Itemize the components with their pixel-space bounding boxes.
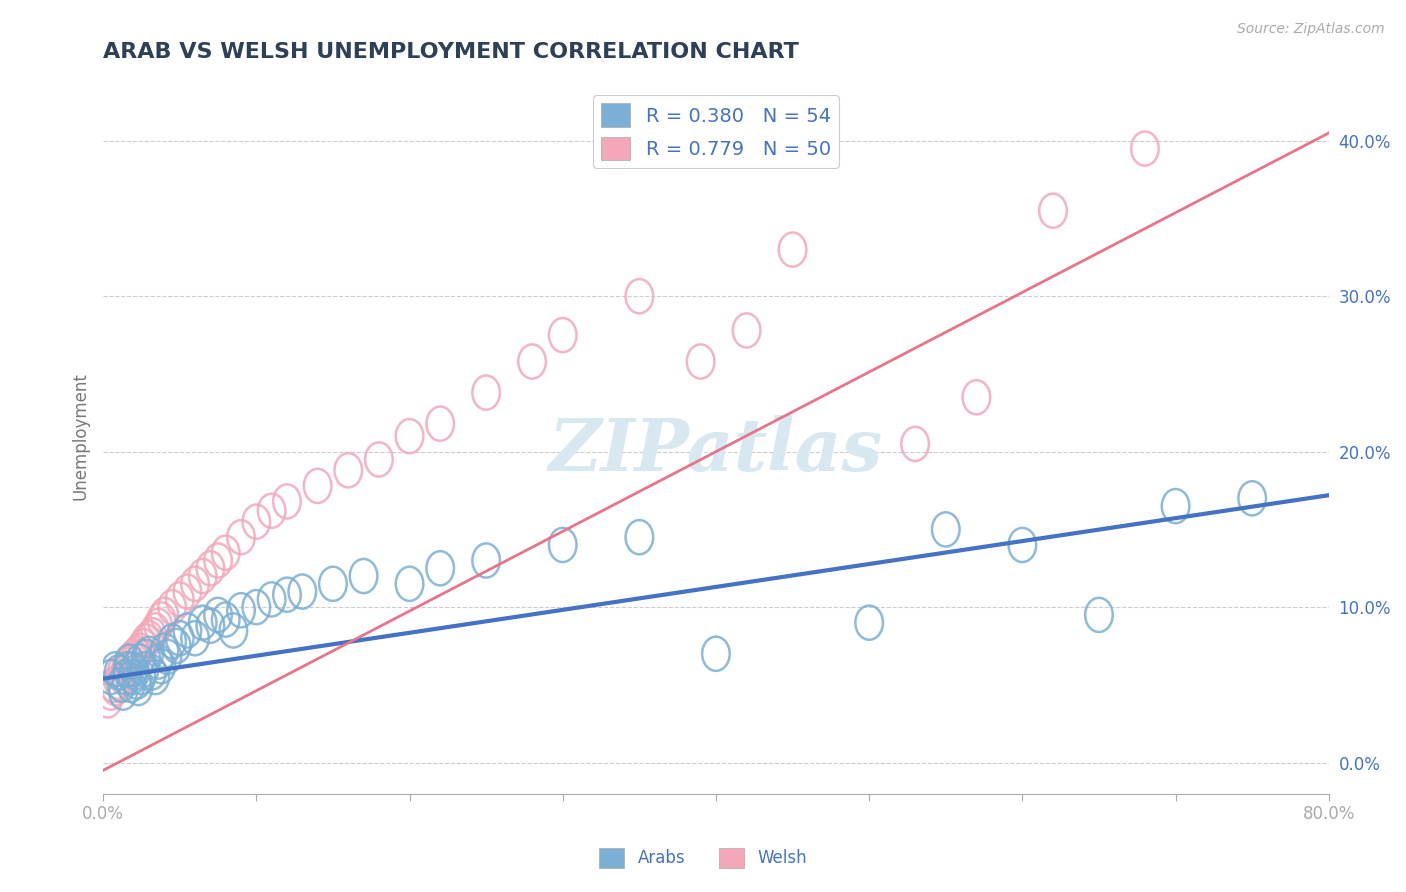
Text: Source: ZipAtlas.com: Source: ZipAtlas.com	[1237, 22, 1385, 37]
Legend: R = 0.380   N = 54, R = 0.779   N = 50: R = 0.380 N = 54, R = 0.779 N = 50	[593, 95, 838, 169]
Text: ZIPatlas: ZIPatlas	[548, 415, 883, 486]
Legend: Arabs, Welsh: Arabs, Welsh	[593, 841, 813, 875]
Text: ARAB VS WELSH UNEMPLOYMENT CORRELATION CHART: ARAB VS WELSH UNEMPLOYMENT CORRELATION C…	[103, 42, 799, 62]
Y-axis label: Unemployment: Unemployment	[72, 372, 89, 500]
